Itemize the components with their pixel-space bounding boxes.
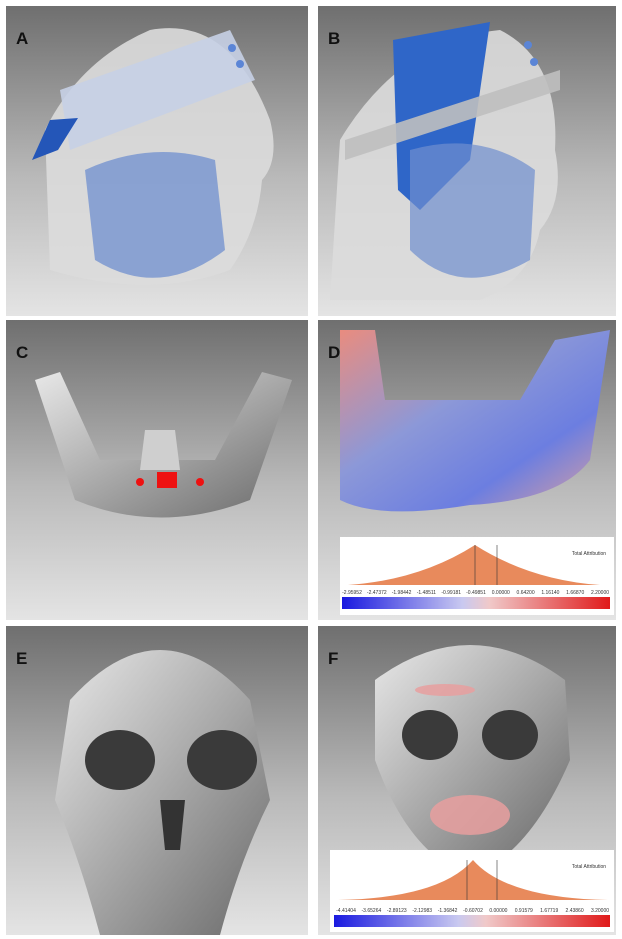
scale-label: -1.98442 [392,590,412,596]
panel-label: F [328,649,338,668]
jaw-overlay [85,152,225,278]
scale-label: 2.20000 [591,590,609,596]
figure: A B C Total Attribution -2.95952 -2.47372… [0,0,622,939]
panel-b: B [318,6,616,316]
panel-d: Total Attribution -2.95952 -2.47372 -1.984… [318,320,616,620]
marker [228,44,236,52]
scale-label: -3.65264 [362,908,382,914]
deviation-region [415,684,475,696]
landmark [136,478,144,486]
panel-label: C [16,343,28,362]
scale-label: -2.12983 [412,908,432,914]
scale-label: 1.16140 [541,590,559,596]
scale-label: -2.95952 [342,590,362,596]
scale-label: 0.91579 [515,908,533,914]
panel-label: E [16,649,27,668]
deviation-region [430,795,510,835]
scale-labels: -4.41404 -3.65264 -2.89123 -2.12983 -1.36842… [336,908,609,914]
panel-e: E [6,626,308,935]
page: {"panels": [ {"label": "A"}, {"label": "… [0,0,622,939]
scale-label: 3.20000 [591,908,609,914]
color-scale [342,597,610,609]
panel-c: C [6,320,308,620]
scale-labels: -2.95952 -2.47372 -1.98442 -1.48511 -0.99181… [342,590,609,596]
scale-label: 1.67719 [540,908,558,914]
panel-f: Total Attribution -4.41404 -3.65264 -2.891… [318,626,616,935]
scale-label: -1.36842 [438,908,458,914]
scale-label: -2.89123 [387,908,407,914]
orbit [187,730,257,790]
panel-label: B [328,29,340,48]
landmark [196,478,204,486]
panel-a: A [6,6,308,316]
symphysis [140,430,180,470]
marker [236,60,244,68]
scale-label: -2.47372 [367,590,387,596]
orbit [85,730,155,790]
scale-label: -1.48511 [417,590,437,596]
panel-label: D [328,343,340,362]
scale-label: 0.00000 [492,590,510,596]
total-label: Total Attribution [572,551,606,557]
panel-label: A [16,29,28,48]
orbit [482,710,538,760]
marker [530,58,538,66]
scale-label: 2.43860 [566,908,584,914]
landmark [157,472,177,488]
jaw-overlay [410,143,535,277]
scale-label: -4.41404 [336,908,356,914]
total-label: Total Attribution [572,864,606,870]
orbit [402,710,458,760]
scale-label: 0.64200 [517,590,535,596]
scale-label: -0.99181 [441,590,461,596]
scale-label: 1.66870 [566,590,584,596]
scale-label: -0.60702 [463,908,483,914]
scale-label: 0.00000 [489,908,507,914]
marker [524,41,532,49]
color-scale [334,915,610,927]
scale-label: -0.49851 [466,590,486,596]
